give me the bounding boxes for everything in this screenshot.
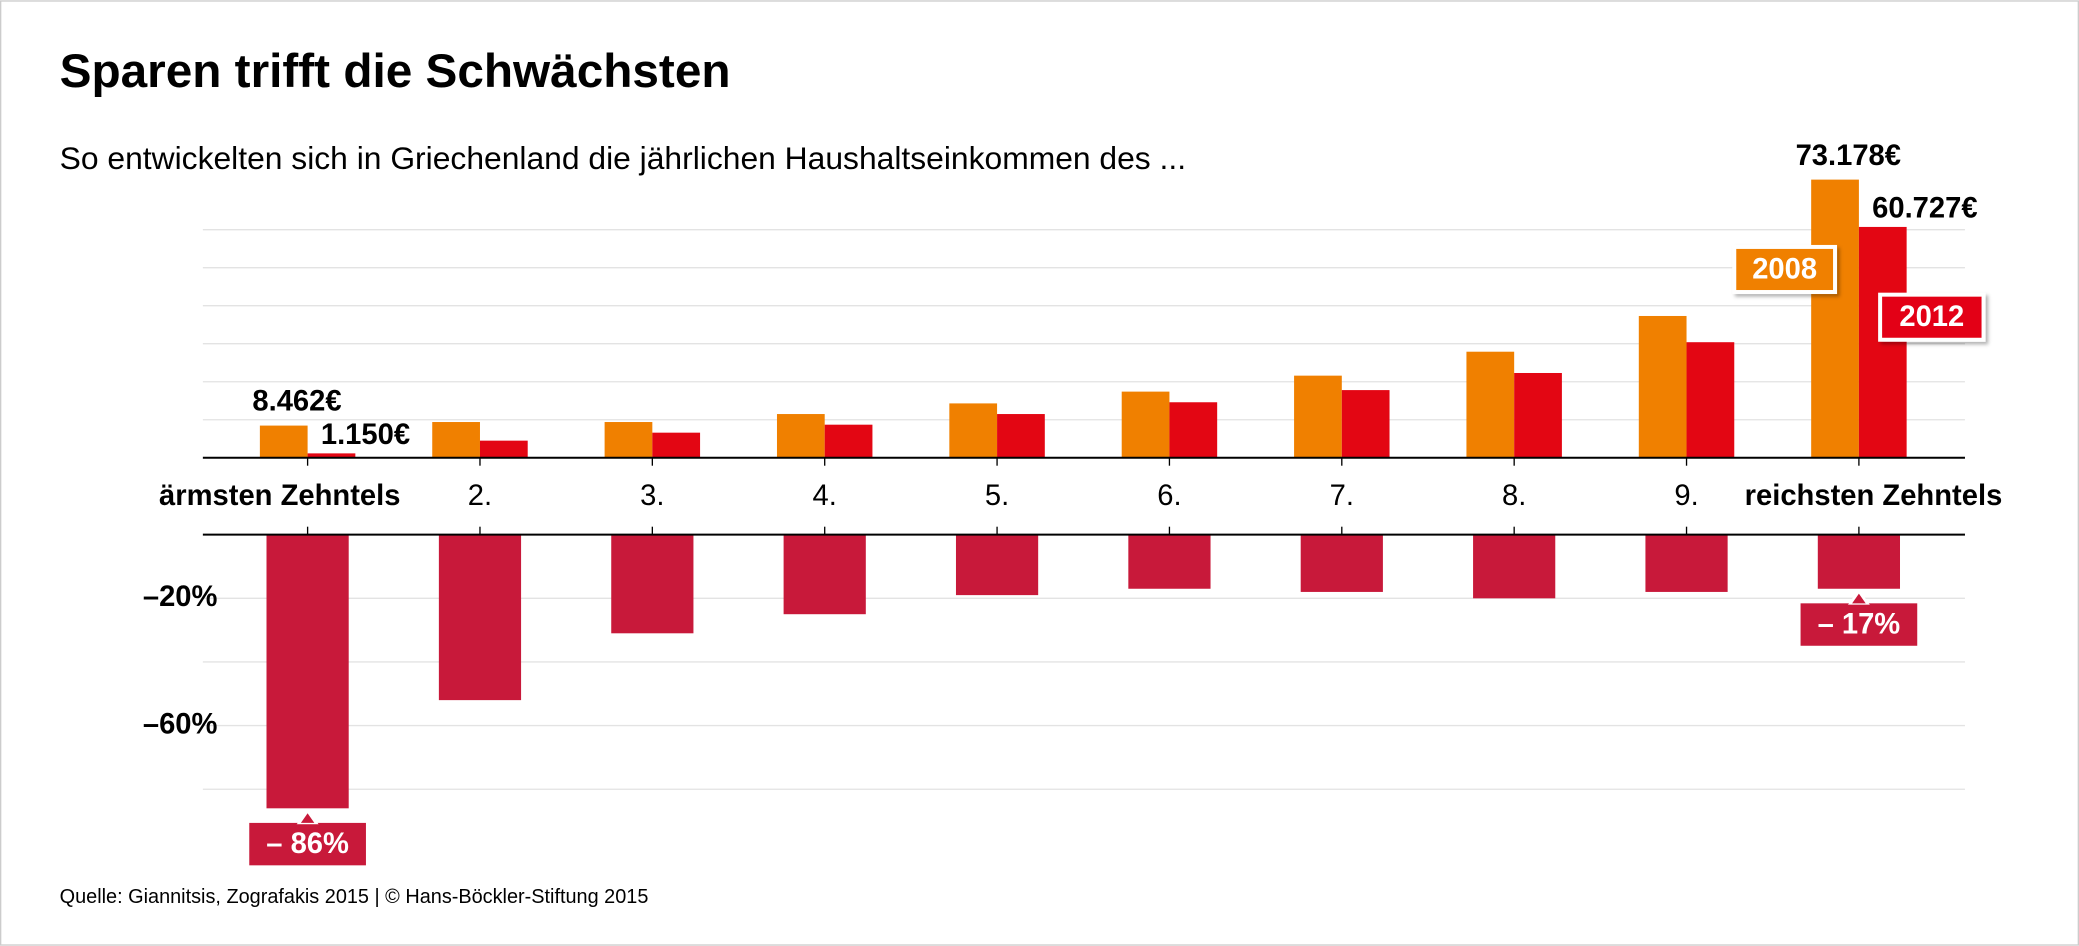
x-tick-label: 9. (1674, 480, 1698, 512)
value-label: 60.727€ (1872, 192, 1977, 224)
bar (1300, 534, 1383, 592)
bar (1811, 179, 1859, 458)
bar (955, 534, 1039, 596)
source: Quelle: Giannitsis, Zografakis 2015 | © … (60, 886, 649, 908)
bar (604, 422, 653, 458)
value-label: – 17% (1818, 609, 1901, 641)
value-label: 8.462€ (252, 386, 341, 418)
bar (266, 534, 349, 809)
value-label: – 86% (266, 828, 349, 860)
y-tick-label: –60% (143, 708, 218, 740)
value-label: 73.178€ (1796, 140, 1901, 172)
x-tick-label: ärmsten Zehntels (159, 480, 400, 512)
legend-swatch (1878, 292, 1986, 342)
x-tick-label: 3. (640, 480, 664, 512)
bar (1169, 402, 1218, 458)
legend-label: 2008 (1752, 254, 1817, 286)
bar (611, 534, 694, 634)
label-notch (295, 808, 320, 826)
bar (1638, 315, 1687, 458)
bar (1817, 534, 1901, 589)
bar (1341, 390, 1390, 458)
x-tick-label: 6. (1157, 480, 1181, 512)
legend-label: 2012 (1899, 301, 1964, 333)
bar (1514, 372, 1562, 458)
subtitle: So entwickelten sich in Griechenland die… (60, 140, 1186, 176)
value-label: 1.150€ (321, 419, 410, 451)
legend-swatch (1732, 244, 1838, 295)
bar (1858, 226, 1907, 458)
bar (1686, 342, 1735, 458)
bar (824, 424, 873, 458)
x-tick-label: 2. (468, 480, 492, 512)
label-notch-cover (295, 824, 320, 830)
x-tick-label: 8. (1502, 480, 1526, 512)
label-box (1800, 603, 1918, 646)
bar (1466, 351, 1515, 458)
x-tick-label: 5. (985, 480, 1009, 512)
bar (997, 414, 1045, 458)
y-tick-label: –20% (143, 581, 218, 613)
x-tick-label: 7. (1330, 480, 1354, 512)
bar (1473, 534, 1556, 599)
x-tick-label: reichsten Zehntels (1745, 480, 2003, 512)
label-notch-cover (1846, 604, 1871, 610)
bar (652, 432, 701, 458)
bar (949, 403, 998, 458)
bar (1645, 534, 1728, 592)
chart-title: Sparen trifft die Schwächsten (60, 45, 731, 98)
bar (783, 534, 866, 615)
bar (307, 453, 356, 458)
label-box (249, 822, 366, 866)
bar (1294, 375, 1342, 458)
bar (776, 414, 825, 458)
bar (1121, 391, 1170, 458)
bar (1128, 534, 1211, 589)
bar (259, 425, 308, 458)
x-tick-label: 4. (813, 480, 837, 512)
bar (432, 422, 480, 458)
bar (479, 440, 528, 458)
bar (438, 534, 522, 701)
